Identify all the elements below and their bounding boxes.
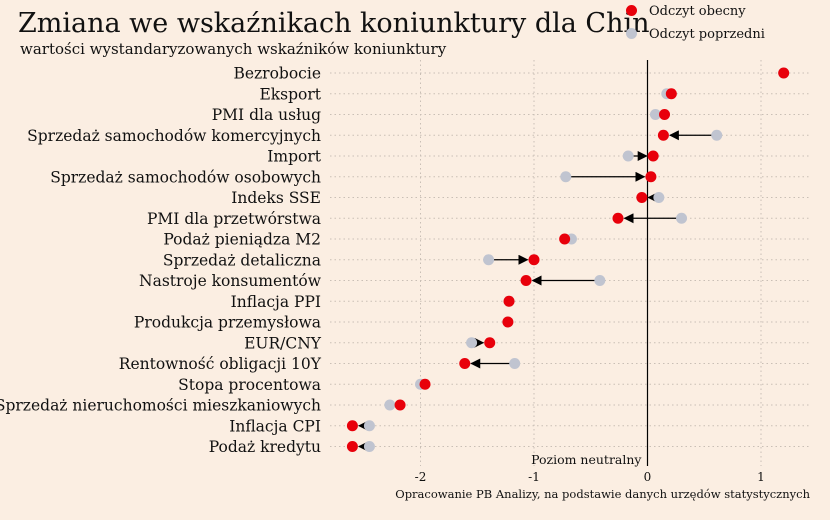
previous-point <box>466 337 478 349</box>
category-label: Eksport <box>259 85 321 103</box>
neutral-label: Poziom neutralny <box>531 452 642 467</box>
previous-point <box>653 192 665 203</box>
category-label: Import <box>267 148 321 166</box>
current-point <box>394 399 406 411</box>
legend-current-marker <box>626 5 637 16</box>
previous-point <box>560 171 572 183</box>
category-label: EUR/CNY <box>244 334 322 352</box>
chart-title: Zmiana we wskaźnikach koniunktury dla Ch… <box>18 8 650 39</box>
current-point <box>645 171 657 183</box>
category-label: Sprzedaż nieruchomości mieszkaniowych <box>0 397 321 415</box>
previous-point <box>509 358 521 369</box>
x-tick-label: 1 <box>757 470 765 484</box>
legend-current-label: Odczyt obecny <box>649 4 746 19</box>
x-tick-label: -2 <box>415 470 427 484</box>
category-label: Rentowność obligacji 10Y <box>119 355 322 373</box>
current-point <box>346 441 358 452</box>
previous-point <box>711 129 723 141</box>
source-note: Opracowanie PB Analizy, na podstawie dan… <box>395 487 810 501</box>
previous-point <box>622 150 634 162</box>
category-label: Stopa procentowa <box>178 376 321 394</box>
category-label: Nastroje konsumentów <box>139 272 322 290</box>
category-label: Podaż kredytu <box>209 438 321 456</box>
legend-previous-label: Odczyt poprzedni <box>649 27 765 42</box>
category-label: PMI dla przetwórstwa <box>147 210 321 228</box>
category-label: Sprzedaż detaliczna <box>163 251 321 269</box>
category-label: Produkcja przemysłowa <box>134 314 321 332</box>
current-point <box>459 358 471 369</box>
previous-point <box>483 254 495 266</box>
current-point <box>647 150 659 162</box>
current-point <box>636 192 648 203</box>
legend-item-current: Odczyt obecny <box>626 4 746 19</box>
current-point <box>659 109 671 120</box>
current-point <box>612 212 624 224</box>
category-label: Indeks SSE <box>231 189 321 207</box>
category-label: Inflacja CPI <box>229 417 321 435</box>
category-label: Bezrobocie <box>233 65 321 83</box>
current-point <box>484 337 496 349</box>
current-point <box>419 378 431 390</box>
previous-point <box>363 441 375 452</box>
previous-point <box>676 212 688 224</box>
category-label: PMI dla usług <box>212 106 321 124</box>
current-point <box>559 233 571 245</box>
current-point <box>520 275 532 286</box>
previous-point <box>594 275 606 286</box>
current-point <box>502 316 514 328</box>
previous-point <box>384 399 396 411</box>
previous-point <box>363 420 375 432</box>
current-point <box>503 295 515 307</box>
current-point <box>657 129 669 141</box>
current-point <box>778 67 790 79</box>
x-tick-label: -1 <box>528 470 540 484</box>
current-point <box>346 420 358 432</box>
previous-point <box>649 109 661 120</box>
x-tick-label: 0 <box>644 470 652 484</box>
current-point <box>528 254 540 266</box>
category-label: Sprzedaż samochodów komercyjnych <box>27 127 321 145</box>
legend-previous-marker <box>626 28 637 39</box>
category-label: Sprzedaż samochodów osobowych <box>50 168 321 186</box>
current-point <box>665 88 677 100</box>
legend-item-previous: Odczyt poprzedni <box>626 27 765 42</box>
chart-subtitle: wartości wystandaryzowanych wskaźników k… <box>20 40 447 58</box>
category-label: Inflacja PPI <box>231 293 321 311</box>
category-label: Podaż pieniądza M2 <box>163 231 321 249</box>
